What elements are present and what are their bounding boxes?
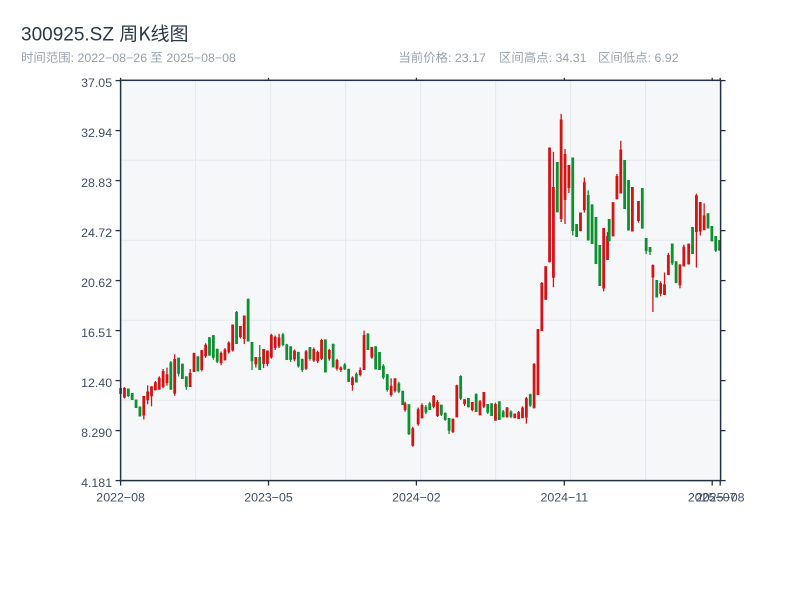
svg-text:2022−08: 2022−08	[96, 491, 145, 505]
svg-text:16.51: 16.51	[81, 326, 112, 340]
svg-text:: 6.92: : 6.92	[648, 51, 679, 65]
svg-text:2024−11: 2024−11	[540, 491, 588, 505]
svg-text:37.05: 37.05	[81, 76, 112, 90]
svg-text:2025−07: 2025−07	[688, 491, 737, 505]
svg-text:300925.SZ: 300925.SZ	[21, 25, 114, 46]
svg-text:2025−08: 2025−08	[696, 491, 745, 505]
svg-text:: 2022−08−26: : 2022−08−26	[71, 51, 148, 65]
svg-text:2024−02: 2024−02	[392, 491, 441, 505]
svg-text:2023−05: 2023−05	[244, 491, 293, 505]
svg-text:2025−08−08: 2025−08−08	[166, 51, 236, 65]
svg-text:28.83: 28.83	[81, 176, 112, 190]
svg-text:32.94: 32.94	[81, 126, 112, 140]
svg-text:: 34.31: : 34.31	[549, 51, 587, 65]
svg-text:20.62: 20.62	[81, 276, 112, 290]
svg-text:8.290: 8.290	[81, 426, 112, 440]
svg-text:24.72: 24.72	[81, 226, 112, 240]
svg-text:12.40: 12.40	[81, 376, 112, 390]
svg-text:: 23.17: : 23.17	[448, 51, 486, 65]
svg-text:4.181: 4.181	[81, 476, 112, 490]
